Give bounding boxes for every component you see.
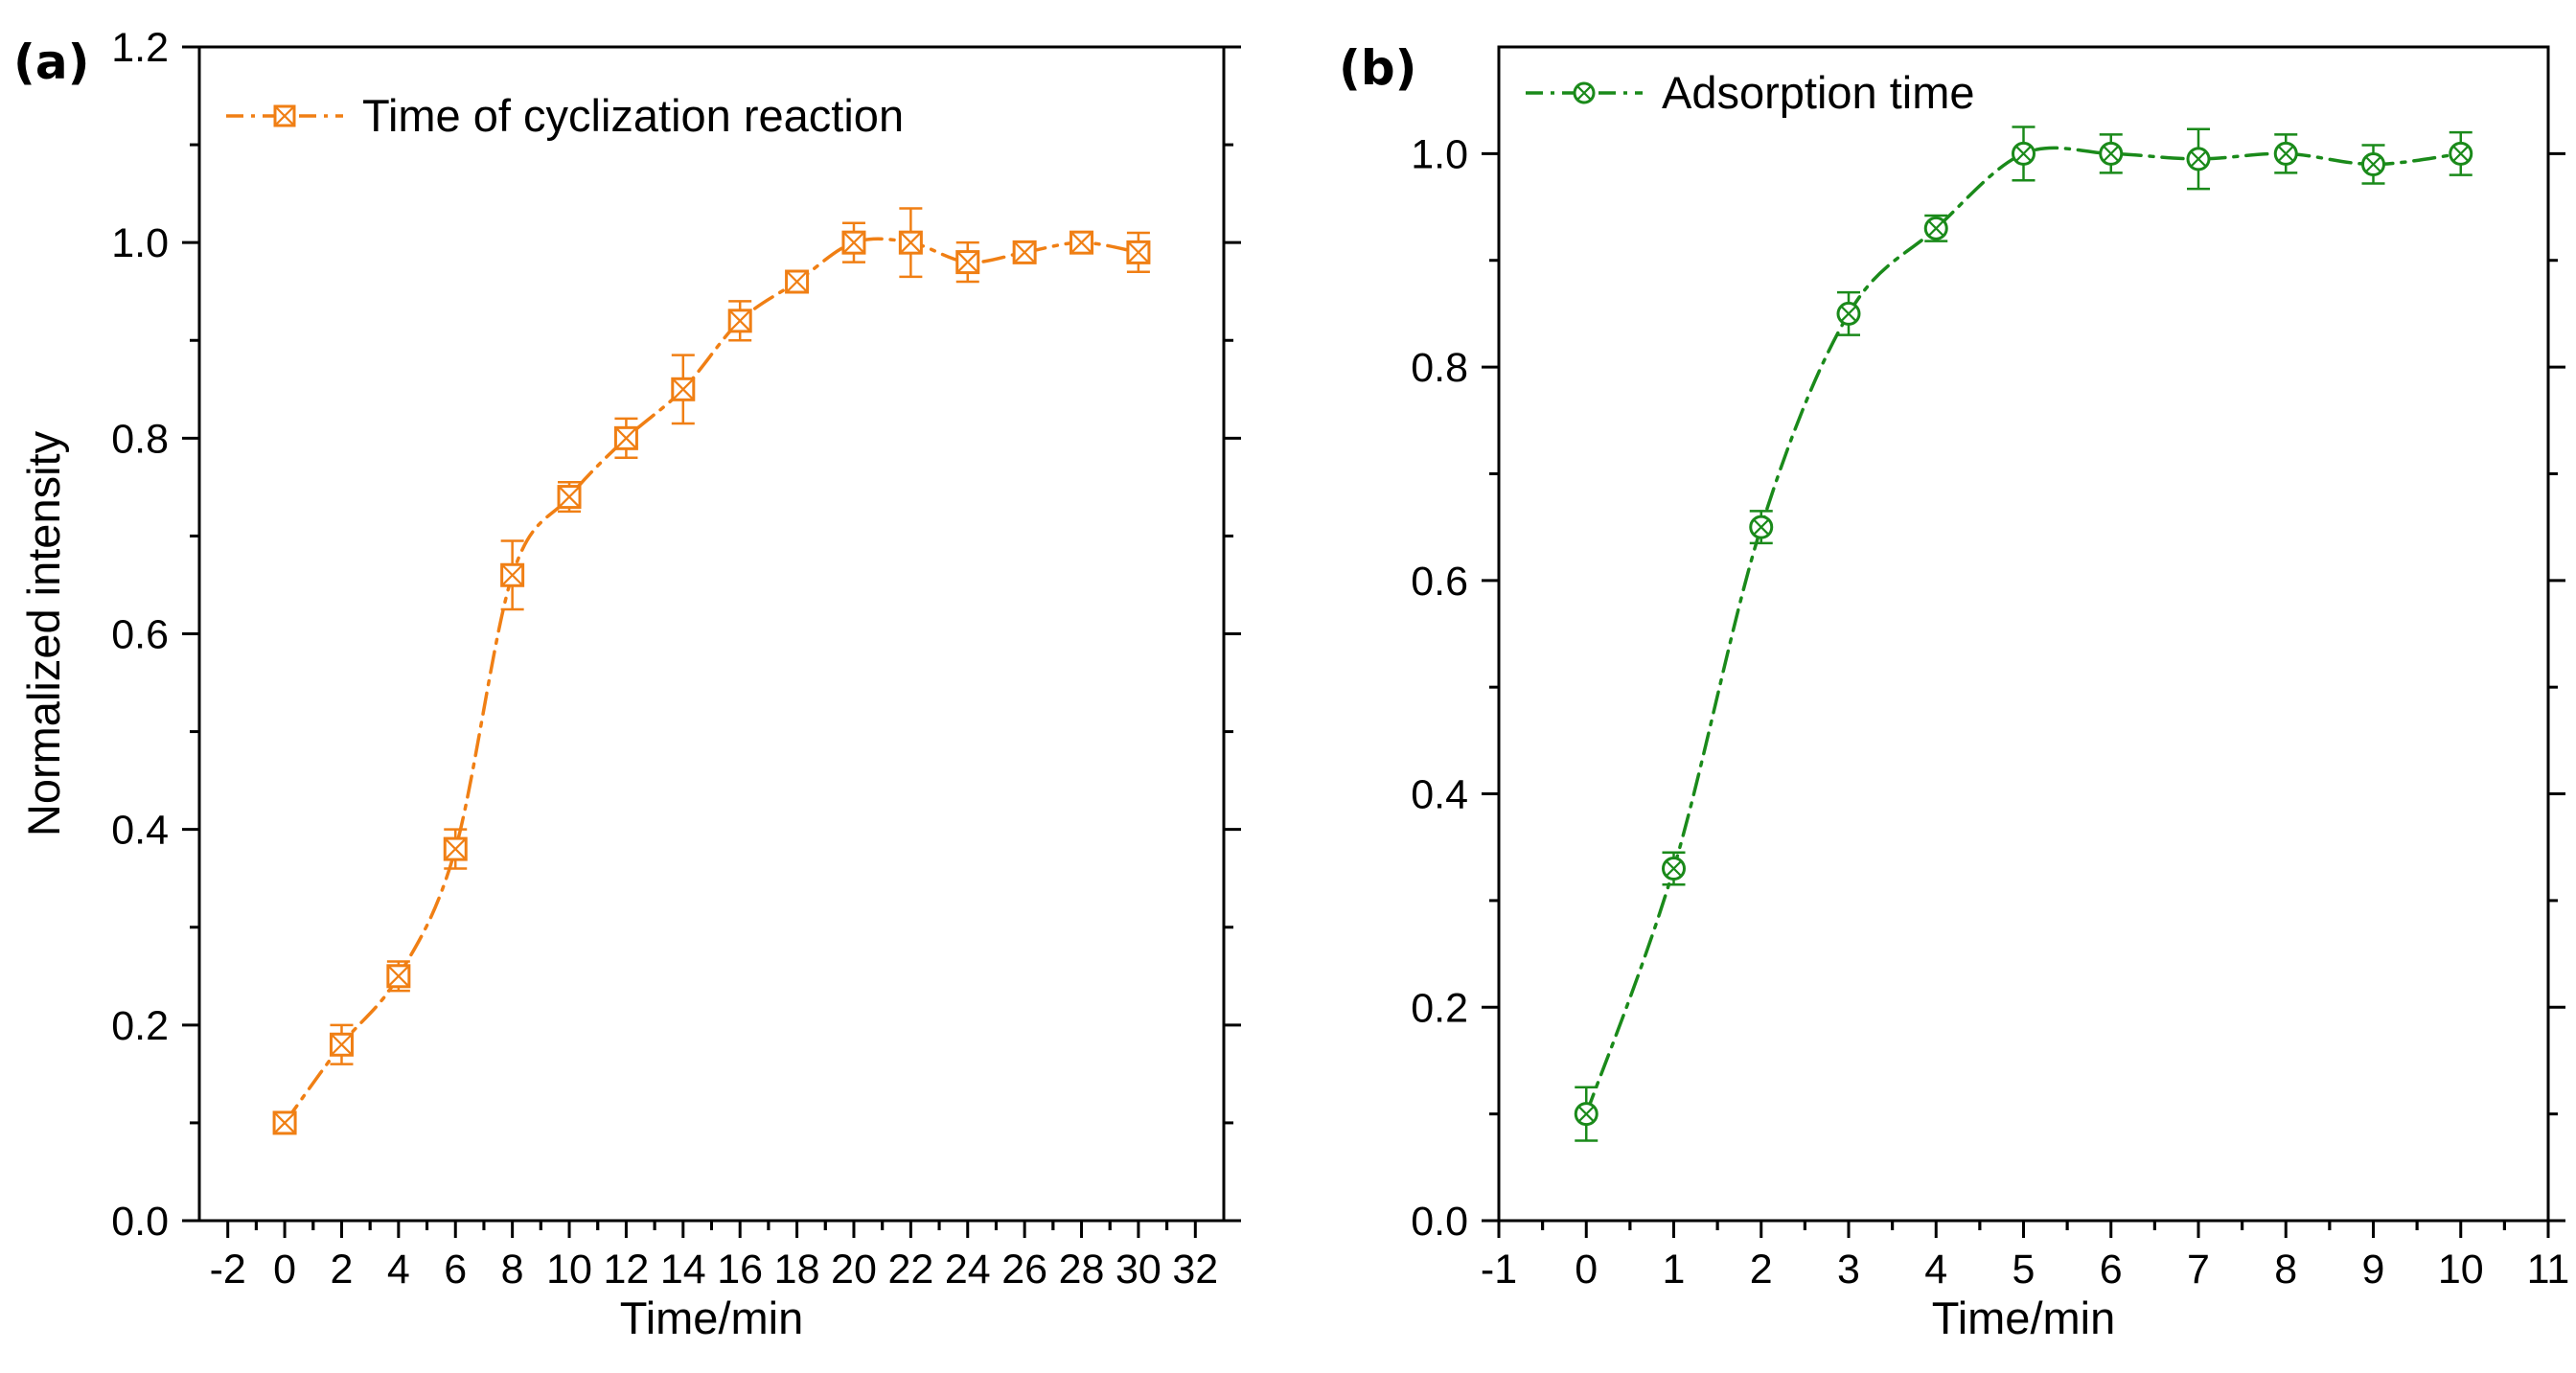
x-tick-label: 4 xyxy=(1924,1247,1947,1293)
y-tick-label: 0.0 xyxy=(111,1199,169,1245)
panel-label: (a) xyxy=(13,34,89,90)
x-tick-label: 22 xyxy=(887,1247,933,1293)
data-point xyxy=(1126,240,1151,264)
data-point xyxy=(671,377,696,401)
x-tick-label: 28 xyxy=(1059,1247,1105,1293)
x-tick-label: 0 xyxy=(273,1247,296,1293)
x-tick-label: 30 xyxy=(1116,1247,1162,1293)
y-tick-label: 1.0 xyxy=(1411,131,1468,177)
y-tick-label: 0.8 xyxy=(1411,345,1468,391)
x-axis-label: Time/min xyxy=(620,1293,804,1343)
y-tick-label: 1.0 xyxy=(111,220,169,266)
x-tick-label: 24 xyxy=(945,1247,991,1293)
legend-label: Time of cyclization reaction xyxy=(362,90,904,141)
y-tick-label: 1.2 xyxy=(111,25,169,71)
data-point xyxy=(2099,141,2124,166)
x-tick-label: 9 xyxy=(2362,1247,2385,1293)
x-tick-label: 1 xyxy=(1663,1247,1686,1293)
x-tick-label: 3 xyxy=(1837,1247,1860,1293)
x-tick-label: 16 xyxy=(717,1247,763,1293)
y-axis-label: Normalized intensity xyxy=(18,430,69,836)
y-tick-label: 0.6 xyxy=(111,612,169,658)
data-point xyxy=(2012,141,2036,166)
x-tick-label: -2 xyxy=(210,1247,246,1293)
data-point xyxy=(1749,515,1774,539)
panel-label: (b) xyxy=(1339,40,1417,96)
data-point xyxy=(1012,240,1037,264)
data-point xyxy=(272,1110,297,1135)
chart-panel-a: 0.00.20.40.60.81.01.2-2 0 2 4 6 8 10 12 14 16 18 20… xyxy=(13,25,1241,1343)
data-point xyxy=(443,836,468,861)
y-tick-label: 0.2 xyxy=(1411,985,1468,1031)
data-point xyxy=(785,269,810,294)
data-point xyxy=(727,309,752,333)
x-tick-label: 12 xyxy=(603,1247,649,1293)
x-tick-label: 32 xyxy=(1172,1247,1218,1293)
legend-marker xyxy=(273,104,296,127)
series-line xyxy=(1584,146,2463,1116)
data-point xyxy=(841,230,866,255)
y-tick-label: 0.8 xyxy=(111,416,169,462)
data-point xyxy=(386,964,411,989)
x-tick-label: 20 xyxy=(831,1247,877,1293)
x-tick-label: 10 xyxy=(546,1247,592,1293)
x-tick-label: 5 xyxy=(2012,1247,2036,1293)
data-point xyxy=(1574,1102,1598,1127)
x-tick-label: -1 xyxy=(1481,1247,1517,1293)
x-tick-label: 2 xyxy=(1750,1247,1773,1293)
data-point xyxy=(2273,141,2298,166)
x-tick-label: 6 xyxy=(2100,1247,2123,1293)
y-tick-label: 0.2 xyxy=(111,1003,169,1049)
data-point xyxy=(2361,152,2385,176)
y-tick-label: 0.0 xyxy=(1411,1199,1468,1245)
x-axis-label: Time/min xyxy=(1932,1293,2116,1343)
data-point xyxy=(2449,141,2473,166)
x-tick-label: 10 xyxy=(2438,1247,2484,1293)
x-tick-label: 26 xyxy=(1001,1247,1047,1293)
data-point xyxy=(1662,857,1686,881)
legend-marker xyxy=(1573,81,1596,104)
data-point xyxy=(613,425,638,450)
chart-panel-b: 0.0 0.2 0.4 0.6 0.8 1.0 -1 0 1 2 3 4 5 6 7 8 9 10 11 Time/m… xyxy=(1339,40,2569,1343)
x-tick-label: 6 xyxy=(444,1247,467,1293)
data-point xyxy=(2186,147,2211,172)
x-tick-label: 0 xyxy=(1575,1247,1598,1293)
x-tick-label: 8 xyxy=(2274,1247,2297,1293)
plot-frame xyxy=(1497,45,2550,1223)
legend-label: Adsorption time xyxy=(1662,67,1975,118)
x-tick-label: 14 xyxy=(660,1247,706,1293)
data-point xyxy=(1070,230,1094,255)
data-point xyxy=(1923,216,1948,240)
data-point xyxy=(557,485,582,510)
x-tick-label: 8 xyxy=(501,1247,524,1293)
y-tick-label: 0.4 xyxy=(1411,772,1468,818)
x-tick-label: 18 xyxy=(774,1247,820,1293)
y-tick-label: 0.6 xyxy=(1411,559,1468,605)
data-point xyxy=(500,562,525,587)
x-tick-label: 4 xyxy=(387,1247,410,1293)
x-tick-label: 11 xyxy=(2527,1247,2570,1293)
data-point xyxy=(1836,301,1861,326)
series-line xyxy=(283,237,1140,1125)
y-tick-label: 0.4 xyxy=(111,808,169,854)
x-tick-label: 7 xyxy=(2187,1247,2210,1293)
data-point xyxy=(329,1032,354,1057)
data-point xyxy=(955,250,980,275)
x-tick-label: 2 xyxy=(331,1247,354,1293)
data-point xyxy=(898,230,923,255)
